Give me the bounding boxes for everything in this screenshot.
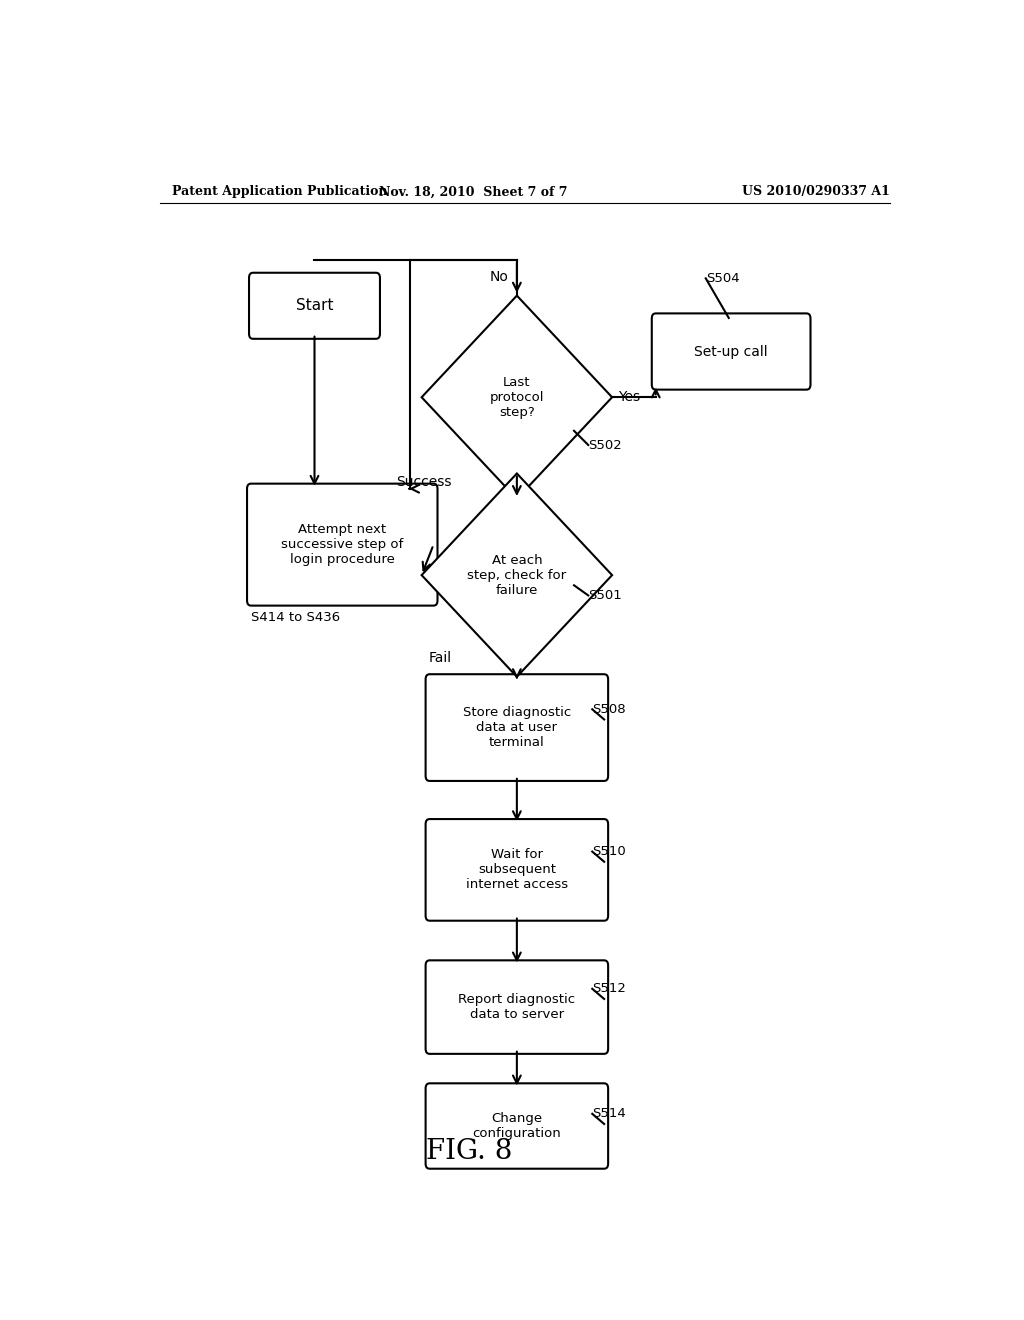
Text: S514: S514 (592, 1107, 626, 1121)
Text: Wait for
subsequent
internet access: Wait for subsequent internet access (466, 849, 568, 891)
Text: At each
step, check for
failure: At each step, check for failure (467, 553, 566, 597)
FancyBboxPatch shape (652, 313, 811, 389)
Text: FIG. 8: FIG. 8 (426, 1138, 512, 1164)
Text: Success: Success (396, 475, 452, 488)
Polygon shape (422, 474, 612, 677)
Text: S508: S508 (592, 702, 626, 715)
FancyBboxPatch shape (426, 961, 608, 1053)
Text: Set-up call: Set-up call (694, 345, 768, 359)
FancyBboxPatch shape (249, 273, 380, 339)
Text: Fail: Fail (429, 652, 452, 665)
Text: Patent Application Publication: Patent Application Publication (172, 185, 387, 198)
Text: Attempt next
successive step of
login procedure: Attempt next successive step of login pr… (282, 523, 403, 566)
Text: Last
protocol
step?: Last protocol step? (489, 376, 544, 418)
Text: Nov. 18, 2010  Sheet 7 of 7: Nov. 18, 2010 Sheet 7 of 7 (379, 185, 567, 198)
Polygon shape (422, 296, 612, 499)
FancyBboxPatch shape (426, 1084, 608, 1168)
Text: S510: S510 (592, 845, 626, 858)
Text: S502: S502 (588, 438, 622, 451)
Text: Yes: Yes (618, 391, 641, 404)
Text: No: No (489, 271, 509, 284)
Text: Start: Start (296, 298, 333, 313)
Text: Report diagnostic
data to server: Report diagnostic data to server (459, 993, 575, 1022)
Text: US 2010/0290337 A1: US 2010/0290337 A1 (742, 185, 890, 198)
FancyBboxPatch shape (247, 483, 437, 606)
Text: S504: S504 (706, 272, 739, 285)
FancyBboxPatch shape (426, 818, 608, 921)
FancyBboxPatch shape (426, 675, 608, 781)
Text: Store diagnostic
data at user
terminal: Store diagnostic data at user terminal (463, 706, 571, 748)
Text: S512: S512 (592, 982, 626, 995)
Text: S414 to S436: S414 to S436 (251, 611, 340, 624)
Text: Change
configuration: Change configuration (472, 1111, 561, 1140)
Text: S501: S501 (588, 589, 622, 602)
